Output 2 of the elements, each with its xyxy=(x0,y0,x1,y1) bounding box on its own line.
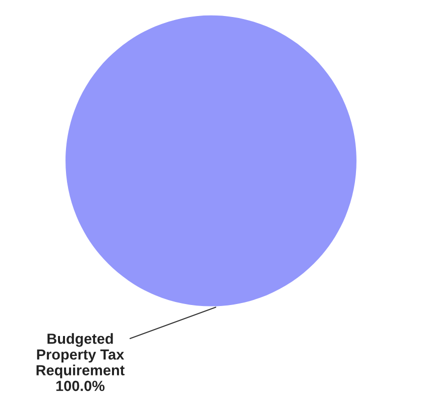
slice-label: Budgeted Property Tax Requirement xyxy=(36,333,125,378)
data-label: 100.0% xyxy=(56,380,105,392)
